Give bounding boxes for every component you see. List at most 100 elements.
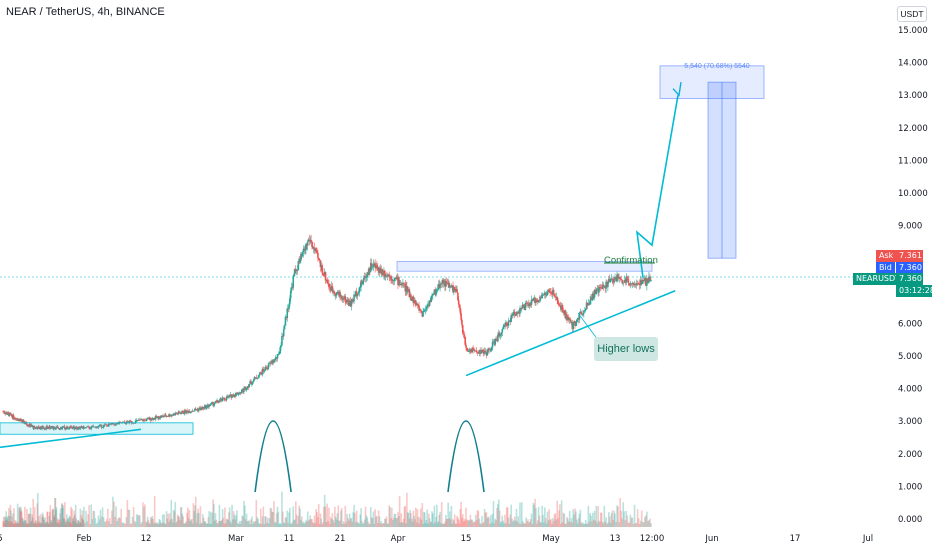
- candle-body: [149, 417, 152, 421]
- y-tick-label: 6.000: [898, 319, 922, 329]
- candle-body: [239, 392, 242, 394]
- volume-bar: [500, 521, 503, 527]
- volume-bar: [73, 514, 76, 527]
- volume-bar: [267, 517, 269, 527]
- volume-bar: [608, 516, 611, 527]
- volume-bar: [104, 521, 107, 527]
- volume-bar: [312, 522, 314, 527]
- volume-bar: [551, 523, 553, 527]
- candle-body: [616, 274, 618, 282]
- volume-bar: [60, 504, 63, 527]
- volume-bar: [287, 523, 289, 527]
- candle-body: [504, 325, 506, 326]
- candle-body: [172, 414, 174, 416]
- candle-body: [376, 265, 378, 267]
- volume-bar: [61, 507, 64, 527]
- candle-body: [625, 276, 628, 283]
- volume-bar: [146, 516, 149, 527]
- currency-button[interactable]: USDT: [897, 6, 927, 22]
- candle-body: [275, 357, 278, 359]
- candle-body: [535, 299, 537, 304]
- volume-bar: [557, 518, 559, 527]
- volume-bar: [650, 523, 652, 527]
- candle-body: [50, 427, 52, 430]
- candle-body: [213, 403, 216, 405]
- volume-bar: [227, 519, 229, 527]
- volume-bar: [141, 521, 143, 527]
- candle-body: [373, 263, 376, 265]
- candle-body: [98, 425, 101, 426]
- volume-bar: [158, 518, 161, 527]
- candle-body: [116, 423, 118, 424]
- volume-bar: [22, 518, 24, 527]
- volume-bar: [376, 522, 379, 527]
- volume-bar: [319, 513, 322, 527]
- volume-bar: [9, 504, 12, 527]
- candle-body: [610, 278, 613, 280]
- candle-body: [426, 305, 428, 309]
- volume-bar: [440, 502, 443, 527]
- volume-bar: [49, 505, 52, 527]
- candle-body: [262, 368, 265, 372]
- volume-bar: [413, 515, 415, 527]
- volume-bar: [33, 523, 36, 527]
- volume-bar: [369, 523, 371, 527]
- volume-bar: [456, 515, 458, 527]
- volume-bar: [602, 523, 605, 527]
- volume-bar: [570, 517, 573, 527]
- candle-body: [85, 427, 87, 428]
- candle-body: [466, 350, 469, 352]
- candle-body: [333, 291, 335, 293]
- volume-bar: [6, 517, 9, 527]
- volume-bar: [46, 511, 49, 527]
- volume-bar: [98, 519, 101, 527]
- volume-bar: [415, 507, 417, 527]
- candle-body: [451, 285, 454, 287]
- candle-body: [108, 423, 110, 427]
- candle-body: [236, 392, 238, 394]
- candle-body: [200, 407, 203, 410]
- candle-body: [209, 403, 212, 406]
- volume-bar: [555, 519, 558, 527]
- candle-body: [144, 419, 146, 421]
- volume-bar: [14, 522, 17, 527]
- candle-body: [195, 409, 198, 411]
- y-tick-label: 4.000: [898, 385, 922, 395]
- candle-body: [435, 289, 437, 296]
- candle-body: [344, 296, 347, 302]
- volume-bar: [65, 520, 68, 527]
- volume-bar: [406, 512, 409, 527]
- volume-bar: [42, 517, 45, 527]
- y-tick-label: 15.000: [898, 26, 928, 36]
- volume-bar: [122, 522, 125, 527]
- volume-bar: [627, 522, 630, 527]
- candle-body: [544, 292, 546, 295]
- volume-bar: [161, 514, 164, 527]
- volume-bar: [76, 520, 79, 527]
- candle-body: [448, 282, 450, 288]
- candle-body: [470, 351, 473, 353]
- candle-body: [560, 305, 563, 310]
- volume-bar: [481, 515, 483, 527]
- candle-body: [522, 304, 525, 307]
- candle-body: [312, 246, 314, 249]
- candle-body: [338, 291, 340, 295]
- volume-bar: [257, 518, 259, 527]
- candle-body: [59, 428, 61, 430]
- candle-body: [559, 305, 561, 307]
- candle-body: [436, 289, 438, 291]
- candle-body: [297, 261, 300, 271]
- candle-body: [81, 426, 83, 428]
- candle-body: [42, 426, 44, 429]
- candle-body: [217, 402, 220, 403]
- volume-bar: [30, 520, 33, 527]
- volume-bar: [469, 514, 472, 527]
- candle-body: [554, 296, 557, 298]
- volume-bar: [16, 503, 19, 527]
- volume-bar: [517, 516, 520, 527]
- volume-bar: [61, 503, 64, 527]
- candle-body: [353, 294, 355, 302]
- candle-body: [509, 320, 512, 323]
